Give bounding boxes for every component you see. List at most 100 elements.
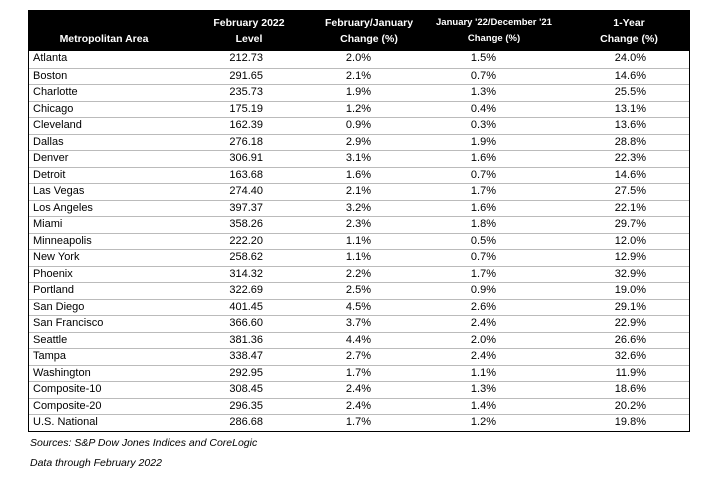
value-cell: 19.0%: [614, 284, 646, 296]
area-name: Chicago: [33, 102, 74, 115]
value-cell: 1.2%: [345, 102, 371, 115]
value-cell: 1.7%: [470, 267, 496, 280]
value-cell: 397.37: [229, 201, 263, 214]
value-cell: 2.2%: [345, 267, 371, 280]
header-line: Metropolitan Area: [59, 33, 149, 45]
area-name: San Diego: [33, 300, 85, 313]
value-cell: 18.6%: [614, 383, 646, 395]
table-row: Seattle 381.36 4.4% 2.0% 26.6%: [29, 331, 689, 349]
value-cell: 2.4%: [345, 399, 371, 412]
area-name: Minneapolis: [33, 234, 92, 247]
value-cell: 2.4%: [470, 317, 496, 329]
value-cell: 3.2%: [345, 201, 371, 214]
table-row: Dallas 276.18 2.9% 1.9% 28.8%: [29, 133, 689, 151]
value-cell: 0.9%: [345, 119, 371, 131]
value-cell: 29.1%: [614, 300, 646, 313]
value-cell: 1.1%: [470, 366, 496, 379]
area-name: Portland: [33, 284, 74, 296]
value-cell: 2.9%: [345, 135, 371, 148]
value-cell: 19.8%: [614, 416, 646, 428]
value-cell: 0.4%: [470, 102, 496, 115]
value-cell: 28.8%: [614, 135, 646, 148]
source-note: Sources: S&P Dow Jones Indices and CoreL…: [30, 437, 258, 449]
value-cell: 27.5%: [614, 185, 646, 197]
area-name: Composite-20: [33, 399, 102, 412]
value-cell: 1.7%: [345, 366, 371, 379]
value-cell: 308.45: [229, 383, 263, 395]
value-cell: 1.2%: [470, 416, 496, 428]
header-line: February 2022: [213, 17, 285, 29]
value-cell: 2.1%: [345, 185, 371, 197]
value-cell: 29.7%: [614, 218, 646, 230]
header-line: Level: [235, 33, 263, 45]
table-row: Denver 306.91 3.1% 1.6% 22.3%: [29, 150, 689, 167]
value-cell: 22.3%: [614, 152, 646, 164]
value-cell: 286.68: [229, 416, 263, 428]
value-cell: 163.68: [229, 168, 263, 181]
header-cell: Metropolitan Area: [29, 31, 179, 47]
table-row: Composite-10 308.45 2.4% 1.3% 18.6%: [29, 381, 689, 398]
table-row: Detroit 163.68 1.6% 0.7% 14.6%: [29, 166, 689, 184]
area-name: Tampa: [33, 350, 67, 362]
value-cell: 2.4%: [470, 350, 496, 362]
header-cell: 1-Year Change (%): [569, 15, 689, 47]
value-cell: 1.6%: [470, 201, 496, 214]
value-cell: 291.65: [229, 69, 263, 82]
table-row: U.S. National 286.68 1.7% 1.2% 19.8%: [29, 414, 689, 431]
header-line: Change (%): [600, 33, 658, 45]
table-row: Las Vegas 274.40 2.1% 1.7% 27.5%: [29, 183, 689, 200]
value-cell: 306.91: [229, 152, 263, 164]
area-name: Charlotte: [33, 86, 78, 98]
value-cell: 276.18: [229, 135, 263, 148]
area-name: Miami: [33, 218, 63, 230]
area-name: Atlanta: [33, 52, 68, 64]
value-cell: 1.5%: [470, 52, 496, 64]
value-cell: 0.7%: [470, 251, 496, 263]
value-cell: 2.4%: [345, 383, 371, 395]
value-cell: 24.0%: [614, 52, 646, 64]
value-cell: 12.0%: [614, 234, 646, 247]
area-name: Las Vegas: [33, 185, 85, 197]
value-cell: 212.73: [229, 52, 263, 64]
value-cell: 2.0%: [470, 333, 496, 346]
header-line: February/January: [324, 17, 414, 29]
value-cell: 22.9%: [614, 317, 646, 329]
area-name: Boston: [33, 69, 68, 82]
value-cell: 0.3%: [470, 119, 496, 131]
table-row: Washington 292.95 1.7% 1.1% 11.9%: [29, 364, 689, 382]
value-cell: 0.5%: [470, 234, 496, 247]
area-name: San Francisco: [33, 317, 104, 329]
value-cell: 1.9%: [345, 86, 371, 98]
value-cell: 381.36: [229, 333, 263, 346]
value-cell: 366.60: [229, 317, 263, 329]
value-cell: 14.6%: [614, 69, 646, 82]
value-cell: 296.35: [229, 399, 263, 412]
value-cell: 292.95: [229, 366, 263, 379]
value-cell: 11.9%: [615, 366, 646, 379]
table-row: Atlanta 212.73 2.0% 1.5% 24.0%: [29, 51, 689, 68]
value-cell: 338.47: [229, 350, 263, 362]
table-row: San Francisco 366.60 3.7% 2.4% 22.9%: [29, 315, 689, 332]
value-cell: 401.45: [229, 300, 263, 313]
area-name: Composite-10: [33, 383, 102, 395]
table-row: San Diego 401.45 4.5% 2.6% 29.1%: [29, 298, 689, 316]
value-cell: 314.32: [229, 267, 263, 280]
value-cell: 26.6%: [614, 333, 646, 346]
area-name: Detroit: [33, 168, 66, 181]
area-name: Seattle: [33, 333, 68, 346]
header-cell: January '22/December '21 Change (%): [424, 15, 564, 47]
value-cell: 322.69: [229, 284, 263, 296]
value-cell: 1.1%: [345, 234, 371, 247]
value-cell: 2.7%: [345, 350, 371, 362]
value-cell: 25.5%: [614, 86, 646, 98]
value-cell: 1.6%: [345, 168, 371, 181]
value-cell: 2.5%: [345, 284, 371, 296]
table-row: Tampa 338.47 2.7% 2.4% 32.6%: [29, 348, 689, 365]
area-name: New York: [33, 251, 80, 263]
value-cell: 32.9%: [614, 267, 646, 280]
value-cell: 13.1%: [614, 102, 646, 115]
value-cell: 1.7%: [345, 416, 371, 428]
area-name: Cleveland: [33, 119, 82, 131]
area-name: Dallas: [33, 135, 64, 148]
value-cell: 3.7%: [345, 317, 371, 329]
